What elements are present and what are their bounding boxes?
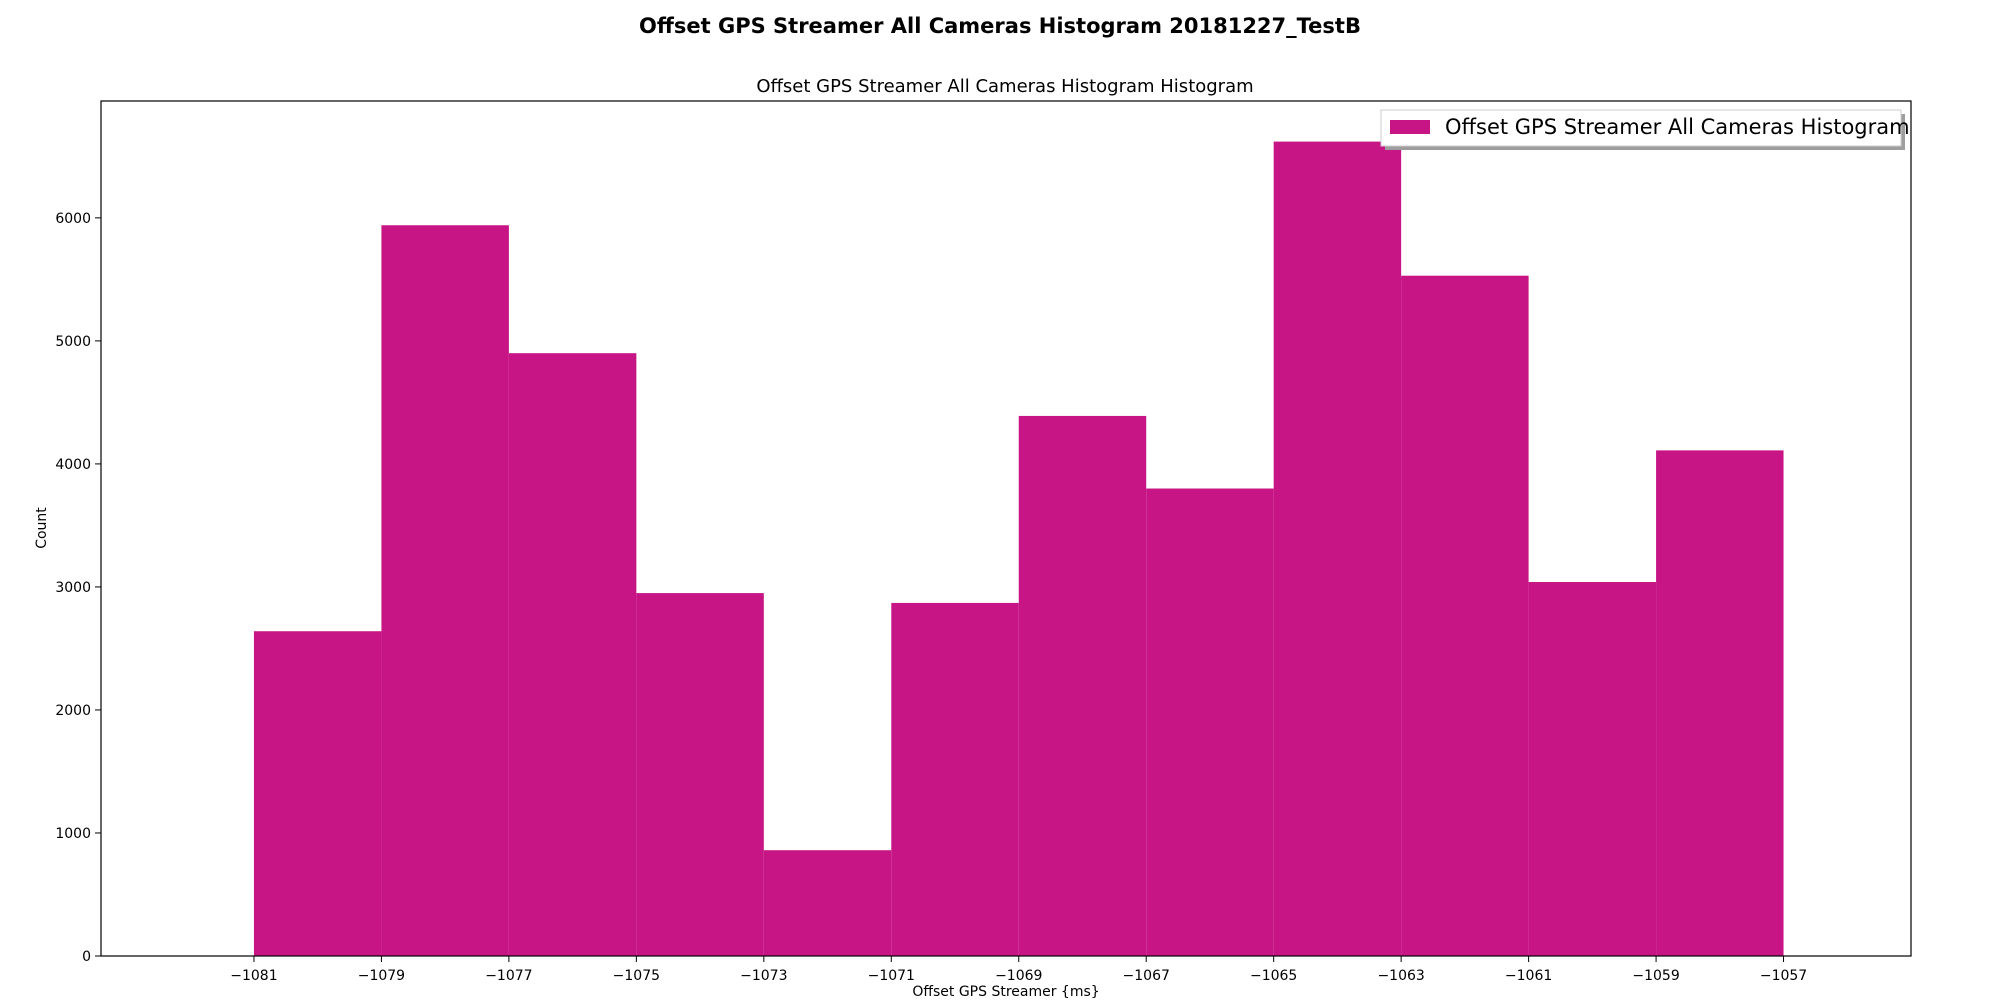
figure-title: Offset GPS Streamer All Cameras Histogra… (639, 14, 1361, 38)
histogram-bar (891, 602, 1019, 956)
histogram-bar (253, 631, 382, 956)
axes-frame (100, 100, 1912, 957)
histogram-bar (1401, 275, 1529, 956)
x-axis-label: Offset GPS Streamer {ms} (912, 984, 1099, 1000)
x-tick-label: −1063 (1377, 968, 1424, 984)
legend-box (1380, 109, 1902, 147)
bars-group (253, 141, 1784, 957)
x-tick-label: −1065 (1250, 968, 1297, 984)
chart-title: Offset GPS Streamer All Cameras Histogra… (756, 76, 1253, 97)
histogram-bar (508, 353, 637, 957)
x-tick-label: −1077 (485, 968, 532, 984)
y-tick-label: 5000 (55, 334, 91, 350)
y-axis-label: Count (34, 507, 50, 549)
y-tick-label: 2000 (55, 703, 91, 719)
histogram-bar (1146, 488, 1274, 956)
y-tick-label: 4000 (55, 457, 91, 473)
y-tick-label: 3000 (55, 580, 91, 596)
x-tick-label: −1073 (740, 968, 787, 984)
histogram-bar (636, 593, 764, 956)
x-axis-ticks: −1081 −1079 −1077 −1075 −1073 −1071 −1069 −1067… (230, 956, 1807, 984)
legend: Offset GPS Streamer All Cameras Histogra… (1380, 109, 1910, 150)
x-tick-label: −1079 (358, 968, 405, 984)
histogram-bar (1656, 450, 1784, 956)
y-tick-label: 6000 (55, 211, 91, 227)
histogram-bar (1528, 582, 1657, 956)
x-tick-label: −1061 (1505, 968, 1552, 984)
histogram-bar (1273, 141, 1402, 957)
x-tick-label: −1069 (995, 968, 1042, 984)
y-tick-label: 0 (82, 949, 91, 965)
histogram-bar (381, 225, 509, 956)
legend-label: Offset GPS Streamer All Cameras Histogra… (1445, 115, 1910, 139)
x-tick-label: −1059 (1632, 968, 1679, 984)
legend-swatch (1390, 120, 1430, 134)
y-tick-label: 1000 (55, 826, 91, 842)
x-tick-label: −1067 (1123, 968, 1170, 984)
histogram-bar (763, 850, 892, 956)
histogram-bar (1018, 415, 1147, 956)
x-tick-label: −1071 (868, 968, 915, 984)
x-tick-label: −1057 (1760, 968, 1807, 984)
x-tick-label: −1075 (613, 968, 660, 984)
x-tick-label: −1081 (230, 968, 277, 984)
y-axis-ticks: 0 1000 2000 3000 4000 5000 6000 (55, 211, 101, 965)
